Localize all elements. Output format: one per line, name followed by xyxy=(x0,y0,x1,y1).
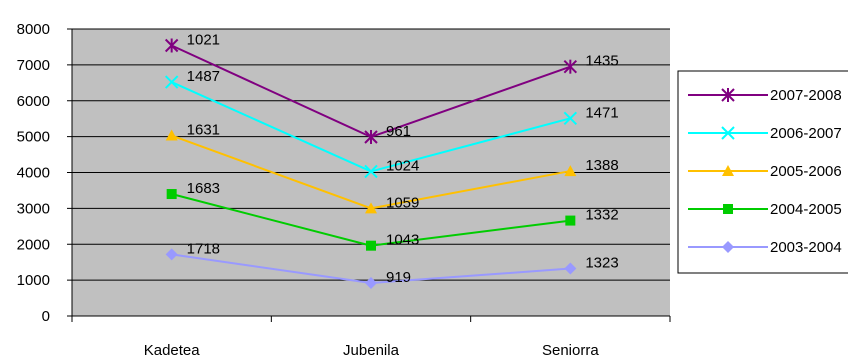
x-tick-label: Seniorra xyxy=(542,342,599,359)
data-point-marker xyxy=(165,248,178,261)
marker-shape xyxy=(722,165,734,176)
marker-shape xyxy=(165,129,178,141)
marker-shape xyxy=(366,240,376,251)
data-label: 1388 xyxy=(585,157,618,174)
data-label: 1471 xyxy=(585,104,618,121)
y-tick-label: 2000 xyxy=(17,236,50,253)
data-point-marker xyxy=(564,262,577,275)
data-label: 961 xyxy=(386,123,411,140)
data-point-marker xyxy=(165,129,178,141)
data-point-marker xyxy=(564,165,577,177)
data-label: 1043 xyxy=(386,232,419,249)
marker-stroke xyxy=(721,126,735,140)
data-point-marker xyxy=(565,215,576,226)
data-label: 1718 xyxy=(187,240,220,257)
plot-area: 0 1000 2000 3000 4000 5000 6000 7000 8000 Kadetea… xyxy=(17,21,671,359)
data-point-marker xyxy=(364,164,378,179)
marker-stroke xyxy=(563,111,578,126)
data-point-marker xyxy=(365,277,377,290)
x-tick-label: Jubenila xyxy=(343,342,400,359)
y-tick-label: 0 xyxy=(42,308,50,325)
y-tick-label: 4000 xyxy=(17,165,50,182)
y-tick-label: 5000 xyxy=(17,129,50,146)
data-point-marker xyxy=(722,241,734,253)
data-point-marker xyxy=(723,204,733,214)
x-tick-label: Kadetea xyxy=(144,342,201,359)
marker-stroke xyxy=(164,75,179,89)
marker-shape xyxy=(564,165,577,177)
data-point-marker xyxy=(164,75,179,89)
data-label: 1332 xyxy=(585,207,618,224)
data-point-marker xyxy=(563,59,578,74)
data-label: 919 xyxy=(386,269,411,286)
data-label: 1021 xyxy=(187,32,220,49)
marker-stroke xyxy=(364,164,378,179)
legend-label: 2006-2007 xyxy=(770,125,842,142)
marker-shape xyxy=(565,215,576,226)
y-tick-label: 3000 xyxy=(17,200,50,217)
marker-shape xyxy=(365,277,377,290)
data-point-marker xyxy=(365,202,377,214)
marker-shape xyxy=(564,262,577,275)
data-label: 1683 xyxy=(187,180,220,197)
marker-shape xyxy=(365,202,377,214)
data-label: 1323 xyxy=(585,255,618,272)
data-label: 1059 xyxy=(386,194,419,211)
marker-shape xyxy=(722,241,734,253)
legend-label: 2007-2008 xyxy=(770,87,842,104)
data-label: 1487 xyxy=(187,68,220,85)
marker-shape xyxy=(165,248,178,261)
marker-shape xyxy=(723,204,733,214)
data-point-marker xyxy=(721,126,735,140)
data-point-marker xyxy=(722,165,734,176)
data-point-marker xyxy=(364,129,378,144)
data-label: 1435 xyxy=(585,53,618,70)
legend: 2007-2008 2006-2007 2005-2006 2004-2005 2003… xyxy=(677,70,848,274)
marker-shape xyxy=(166,189,177,200)
data-point-marker xyxy=(721,88,735,102)
data-label: 1024 xyxy=(386,157,419,174)
y-tick-label: 1000 xyxy=(17,272,50,289)
data-point-marker xyxy=(164,38,179,53)
data-point-marker xyxy=(563,111,578,126)
data-point-marker xyxy=(366,240,376,251)
y-tick-label: 6000 xyxy=(17,93,50,110)
data-label: 1631 xyxy=(187,122,220,139)
legend-label: 2003-2004 xyxy=(770,239,842,256)
y-tick-label: 8000 xyxy=(17,21,50,38)
legend-label: 2004-2005 xyxy=(770,201,842,218)
y-tick-label: 7000 xyxy=(17,57,50,74)
data-point-marker xyxy=(166,189,177,200)
legend-label: 2005-2006 xyxy=(770,163,842,180)
